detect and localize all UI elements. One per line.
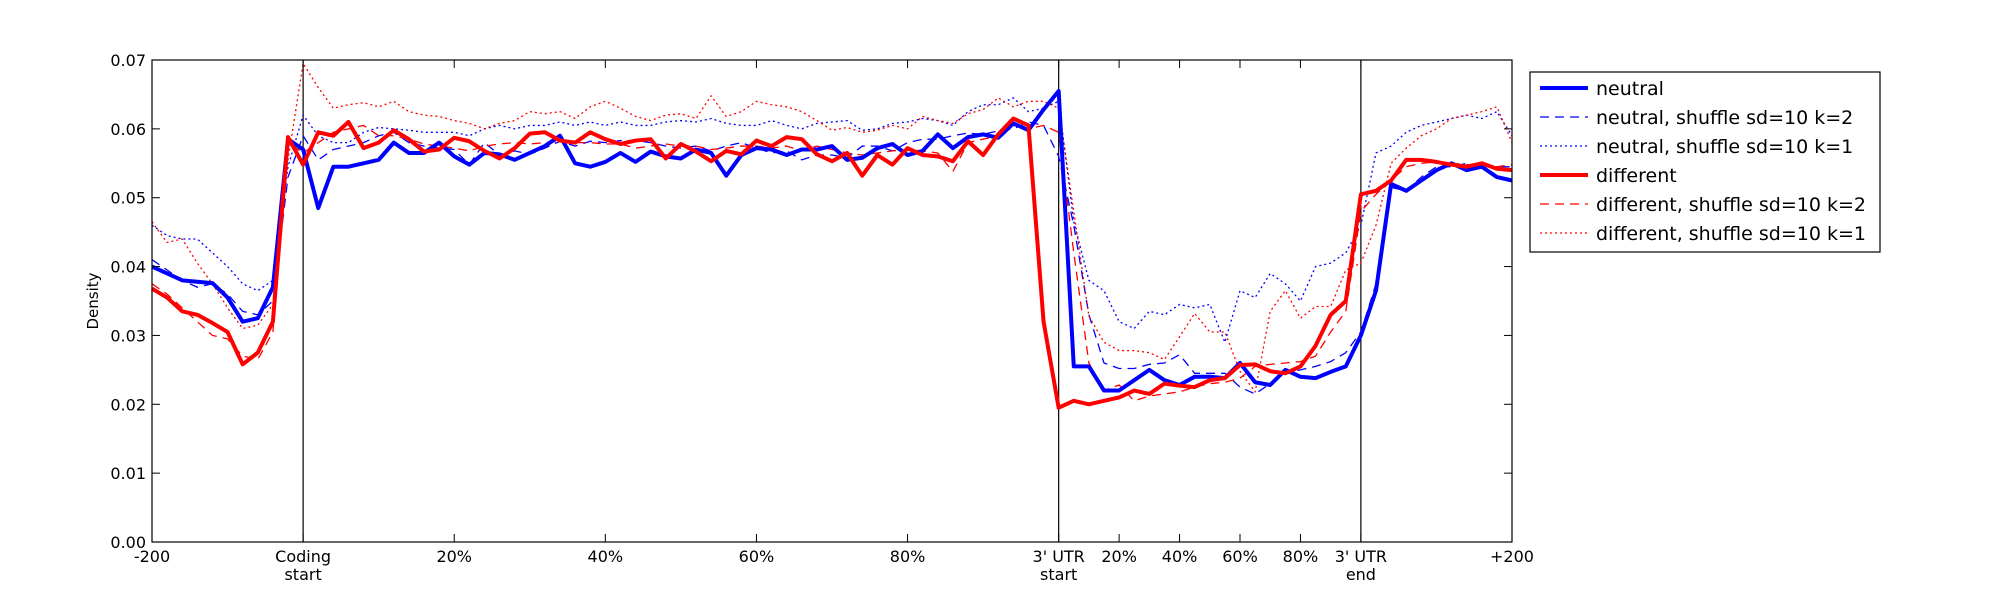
series-line (151, 62, 1513, 393)
legend: neutral neutral, shuffle sd=10 k=2 neutral… (1529, 71, 1881, 253)
y-axis-label: Density (84, 272, 102, 329)
y-tick-label: 0.01 (110, 464, 146, 483)
x-tick-label: 80% (890, 547, 926, 566)
x-tick-label: 20% (1101, 547, 1137, 566)
y-tick-label: 0.06 (110, 120, 146, 139)
series-line (151, 97, 1513, 343)
x-tick-label: Coding (275, 547, 331, 566)
x-tick-sublabel: end (1346, 565, 1376, 584)
x-tick-label: 60% (739, 547, 775, 566)
legend-label: neutral, shuffle sd=10 k=2 (1596, 107, 1853, 129)
legend-box (1529, 71, 1881, 253)
region-boundary-lines (302, 60, 1362, 542)
series-line (150, 116, 1513, 410)
y-tick-label: 0.04 (110, 258, 146, 277)
legend-label: different, shuffle sd=10 k=1 (1596, 223, 1866, 245)
x-tick-sublabel: start (284, 565, 321, 584)
series-line (151, 88, 1513, 393)
y-tick-label: 0.07 (110, 51, 146, 70)
legend-label: neutral (1596, 78, 1664, 100)
x-tick-label: 40% (1162, 547, 1198, 566)
x-tick-label: -200 (134, 547, 170, 566)
legend-label: different (1596, 165, 1677, 187)
series-line (151, 124, 1513, 402)
x-tick-label: 80% (1283, 547, 1319, 566)
series-lines (150, 62, 1513, 410)
x-tick-label: 3' UTR (1033, 547, 1085, 566)
x-tick-label: 40% (588, 547, 624, 566)
plot-frame (151, 59, 1513, 543)
legend-label: different, shuffle sd=10 k=2 (1596, 194, 1866, 216)
x-tick-label: 60% (1222, 547, 1258, 566)
x-tick-label: +200 (1490, 547, 1534, 566)
y-tick-label: 0.00 (110, 533, 146, 552)
x-tick-sublabel: start (1040, 565, 1077, 584)
y-tick-label: 0.05 (110, 189, 146, 208)
x-tick-label: 3' UTR (1335, 547, 1387, 566)
y-axis-ticks: 0.00 0.01 0.02 0.03 0.04 0.05 0.06 0.07 (110, 51, 1512, 552)
legend-label: neutral, shuffle sd=10 k=1 (1596, 136, 1853, 158)
x-tick-label: 20% (436, 547, 472, 566)
y-tick-label: 0.03 (110, 326, 146, 345)
y-tick-label: 0.02 (110, 395, 146, 414)
